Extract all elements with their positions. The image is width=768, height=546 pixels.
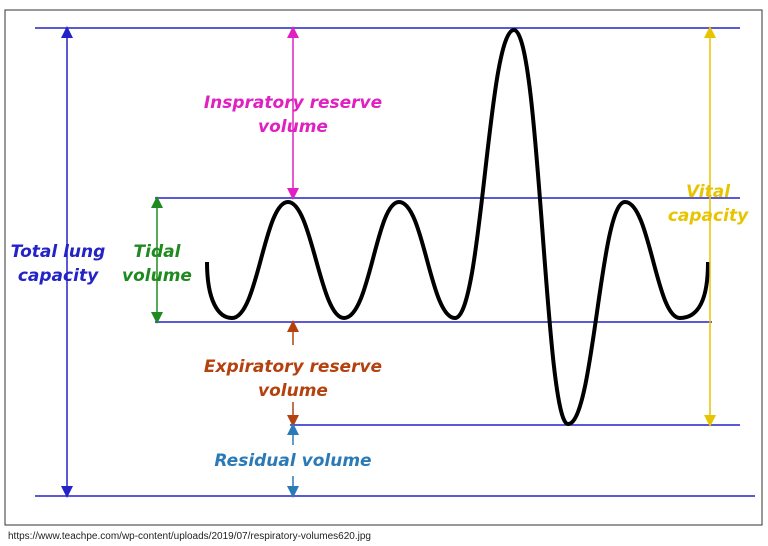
source-url: https://www.teachpe.com/wp-content/uploa… [8, 531, 371, 542]
label: capacity [18, 266, 99, 286]
label: Vital [686, 182, 731, 202]
label: volume [258, 117, 328, 137]
label: Residual volume [214, 451, 371, 471]
labels: Inspratory reserve volume Tidal volume Total… [11, 93, 749, 471]
label: Expiratory reserve [204, 357, 382, 377]
breathing-wave [205, 27, 710, 427]
label: Inspratory reserve [204, 93, 382, 113]
label: volume [258, 381, 328, 401]
label: Total lung [11, 242, 106, 262]
frame [4, 9, 763, 526]
label: volume [122, 266, 192, 286]
label: Tidal [134, 242, 182, 262]
label: capacity [668, 206, 749, 226]
level-lines [35, 27, 755, 497]
